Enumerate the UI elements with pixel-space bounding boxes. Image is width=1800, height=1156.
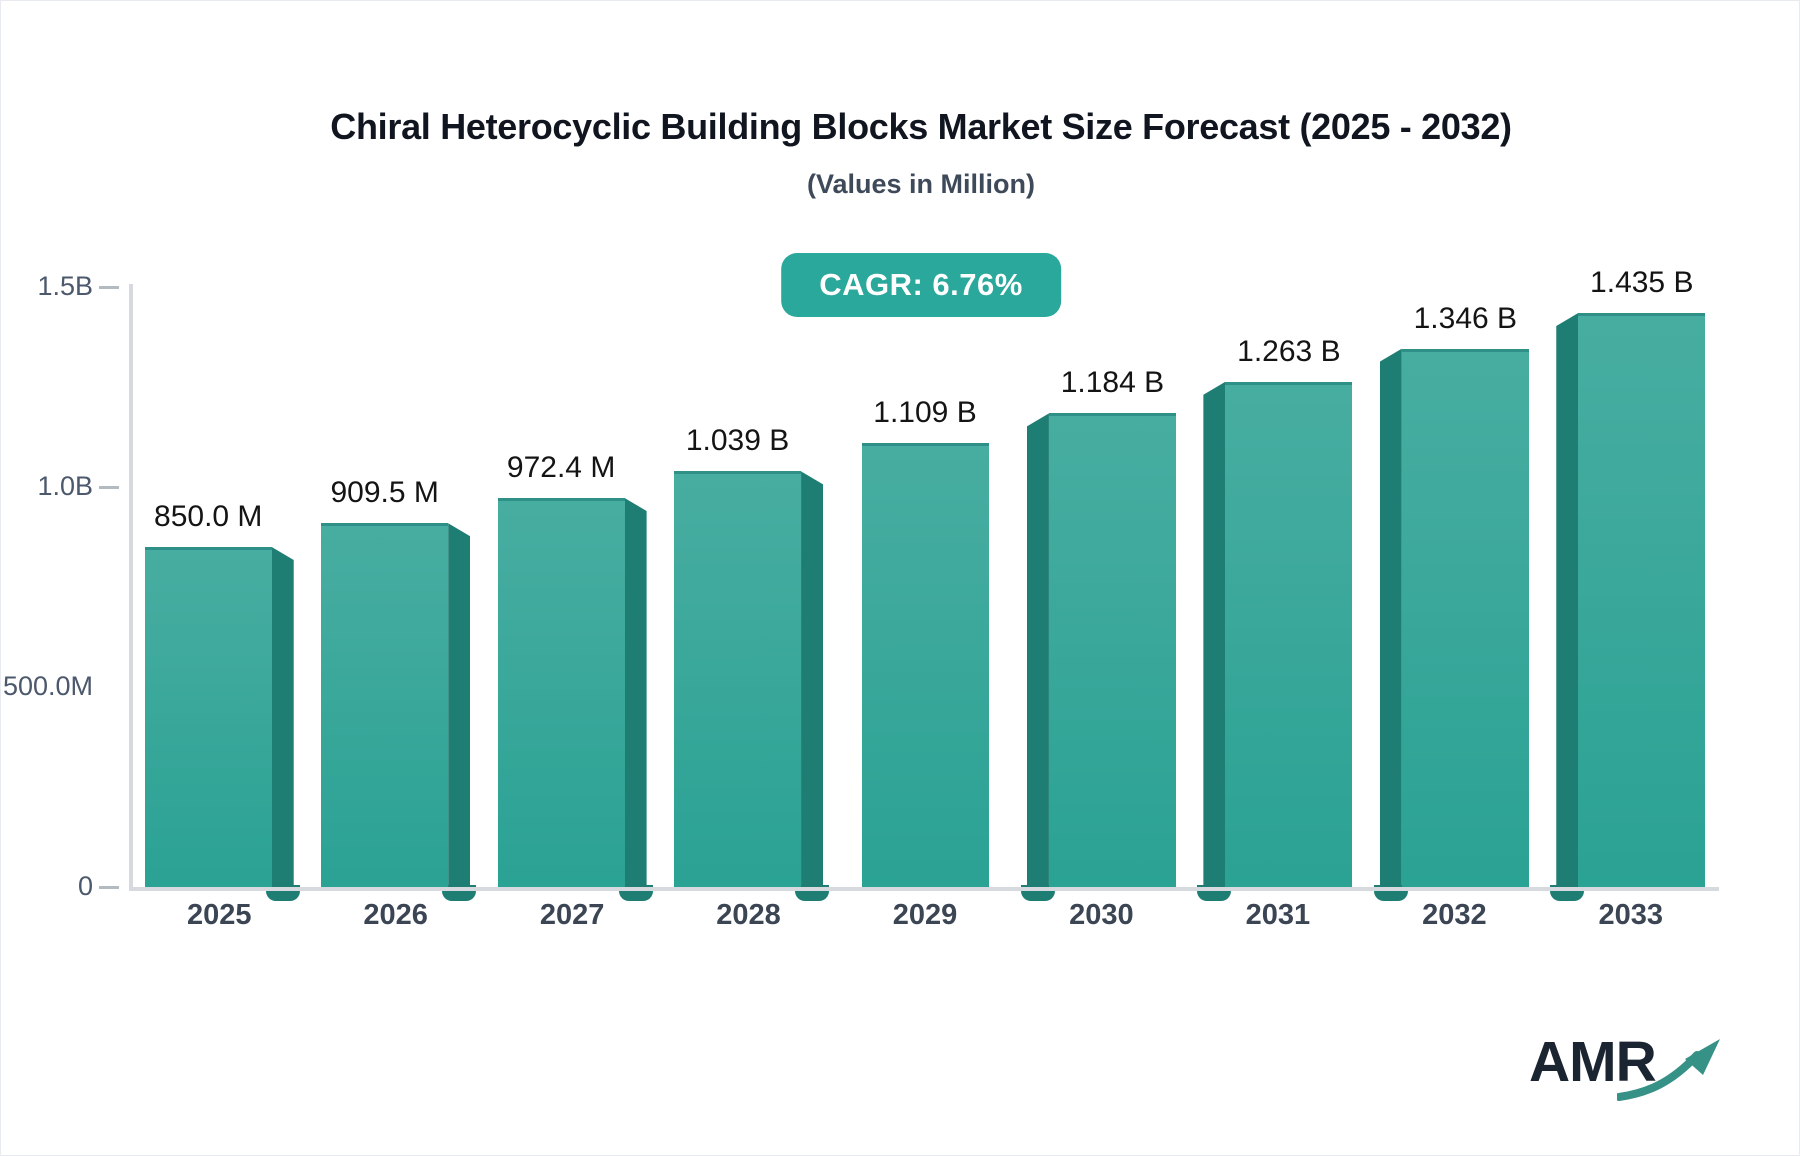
bar-value-label: 1.184 B <box>1060 366 1165 400</box>
x-tick-label: 2033 <box>1598 899 1664 931</box>
bar <box>861 443 989 887</box>
y-axis-line <box>129 284 133 891</box>
chart-title: Chiral Heterocyclic Building Blocks Mark… <box>330 106 1512 147</box>
x-tick-label: 2026 <box>363 899 428 931</box>
bar-side-panel <box>271 547 294 887</box>
x-tick-label: 2029 <box>892 899 958 931</box>
bar-side-panel <box>801 471 824 887</box>
y-tick-label: 0 <box>77 871 93 901</box>
bar-value-label: 909.5 M <box>330 476 439 510</box>
amr-logo: AMR <box>1529 1029 1720 1109</box>
x-axis-line <box>129 887 1719 891</box>
amr-logo-text: AMR <box>1529 1030 1657 1094</box>
y-tick-label: 1.5B <box>37 271 93 301</box>
bar-side-panel <box>1203 381 1226 887</box>
bar <box>1578 313 1706 887</box>
x-tick-label: 2031 <box>1245 899 1311 931</box>
bar-value-label: 1.346 B <box>1413 301 1518 335</box>
bar-value-label: 1.109 B <box>873 396 977 430</box>
bar-value-label: 850.0 M <box>154 500 263 533</box>
bar <box>1225 381 1353 887</box>
bar <box>497 498 625 887</box>
y-tick-mark <box>99 485 119 489</box>
bar <box>144 547 272 887</box>
x-tick-label: 2032 <box>1422 899 1487 931</box>
growth-arrow-icon <box>1617 1039 1720 1101</box>
x-tick-label: 2028 <box>716 899 781 931</box>
x-tick-label: 2030 <box>1069 899 1134 931</box>
bar-side-panel <box>1556 313 1579 887</box>
bar-side-panel <box>624 498 647 887</box>
bar <box>1401 348 1529 887</box>
chart-subtitle: (Values in Million) <box>806 169 1036 199</box>
y-tick-label: 500.0M <box>2 671 93 701</box>
x-tick-label: 2027 <box>539 899 605 931</box>
y-tick-mark <box>99 285 119 289</box>
bar-side-panel <box>1026 413 1049 887</box>
bar-value-label: 1.435 B <box>1590 266 1694 299</box>
bar-value-label: 1.263 B <box>1237 334 1341 368</box>
x-tick-label: 2025 <box>186 899 252 931</box>
y-tick-mark <box>99 885 119 889</box>
bar <box>1048 413 1176 887</box>
cagr-badge: CAGR: 6.76% <box>781 253 1061 317</box>
y-tick-label: 1.0B <box>37 471 93 501</box>
bar-value-label: 1.039 B <box>685 424 790 458</box>
bar <box>321 523 449 887</box>
bar-side-panel <box>448 523 471 887</box>
bar <box>674 471 802 887</box>
bar-value-label: 972.4 M <box>506 451 616 485</box>
bar-side-panel <box>1379 348 1402 887</box>
